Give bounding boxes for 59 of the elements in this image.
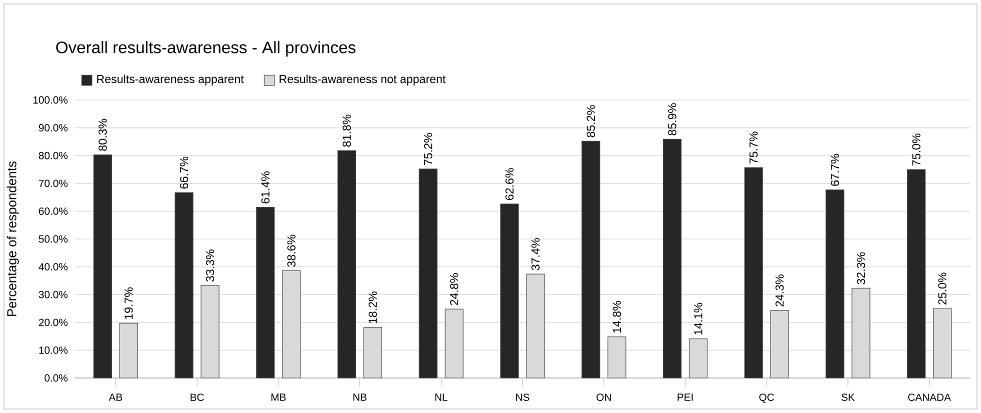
y-tick-label: 40.0% <box>38 263 68 270</box>
data-label: 67.7% <box>830 154 840 186</box>
data-label: 25.0% <box>938 272 946 305</box>
bar <box>174 192 194 378</box>
x-tick-label: MB <box>271 394 286 401</box>
bar <box>256 207 275 378</box>
data-label: 85.9% <box>668 103 676 136</box>
y-tick-label: 90.0% <box>38 124 68 132</box>
x-tick-label: AB <box>108 394 122 401</box>
y-tick-label: 60.0% <box>38 208 68 215</box>
data-label: 14.1% <box>694 302 702 335</box>
data-label: 37.4% <box>531 238 540 270</box>
data-label: 85.2% <box>586 105 595 138</box>
y-axis-title: Percentage of respondents <box>6 161 19 316</box>
data-label: 75.7% <box>750 132 758 164</box>
data-label: 19.7% <box>124 287 133 319</box>
data-label: 80.3% <box>98 118 107 151</box>
x-tick-label: ON <box>596 394 611 401</box>
bar <box>337 150 356 378</box>
y-tick-label: 80.0% <box>38 152 68 160</box>
data-label: 32.3% <box>856 252 866 284</box>
bar <box>744 167 763 378</box>
data-label: 14.8% <box>612 300 621 333</box>
bar <box>907 169 926 378</box>
data-label: 61.4% <box>261 171 270 204</box>
bar <box>500 204 519 378</box>
y-tick-label: 50.0% <box>38 235 68 243</box>
y-tick-label: 20.0% <box>38 318 68 326</box>
x-tick-label: QC <box>759 394 774 403</box>
bar <box>826 189 844 378</box>
chart-title: Overall results-awareness - All provinces <box>56 41 356 57</box>
data-label: 75.0% <box>912 134 920 166</box>
x-tick-label: PEI <box>678 394 693 401</box>
x-tick-label: CANADA <box>908 394 951 401</box>
y-tick-label: 100.0% <box>33 96 68 104</box>
bar <box>662 138 682 378</box>
y-tick-label: 70.0% <box>38 180 68 188</box>
x-tick-label: NL <box>435 394 448 401</box>
y-tick-label: 30.0% <box>38 290 68 298</box>
data-label: 24.3% <box>775 274 784 306</box>
bar <box>93 154 112 378</box>
data-label: 62.6% <box>505 168 514 200</box>
data-label: 66.7% <box>180 156 188 189</box>
legend-label: Results-awareness apparent <box>97 74 244 86</box>
x-tick-label: BC <box>190 394 204 401</box>
data-label: 18.2% <box>368 292 377 324</box>
x-tick-label: NS <box>516 394 530 401</box>
legend-label: Results-awareness not apparent <box>280 74 446 86</box>
data-label: 33.3% <box>206 250 214 282</box>
data-label: 38.6% <box>287 234 296 267</box>
bar <box>418 168 438 378</box>
y-tick-label: 10.0% <box>39 346 68 354</box>
x-tick-label: NB <box>353 394 366 401</box>
x-tick-label: SK <box>841 394 855 401</box>
bar <box>582 140 600 378</box>
data-label: 24.8% <box>450 273 458 306</box>
data-label: 81.8% <box>342 114 351 147</box>
data-label: 75.2% <box>424 133 432 165</box>
y-tick-label: 0.0% <box>44 374 68 382</box>
